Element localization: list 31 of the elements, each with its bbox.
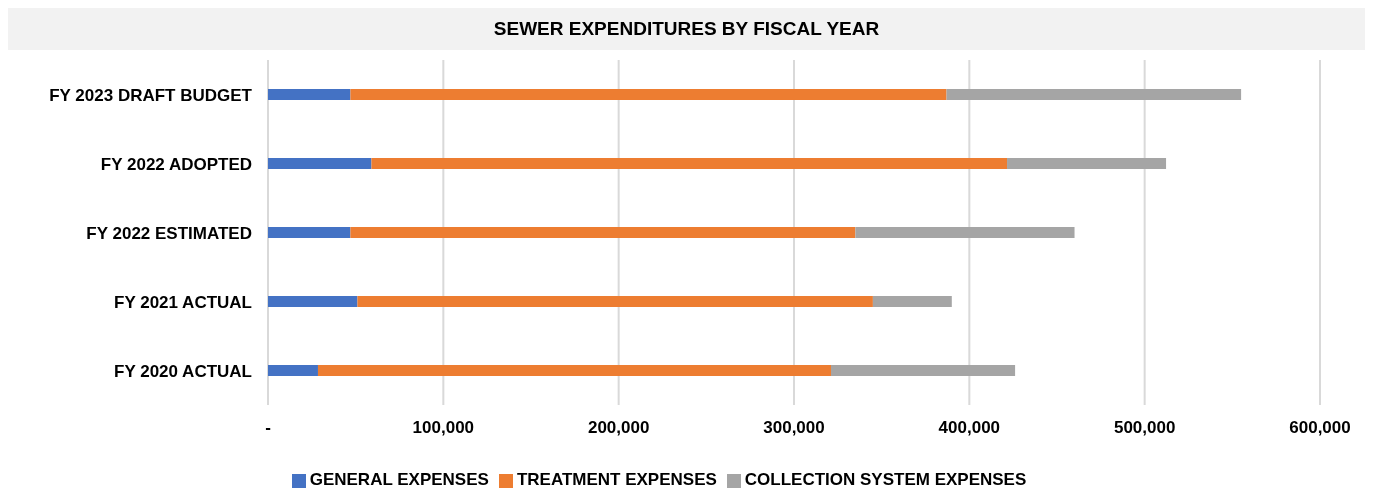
bar xyxy=(268,295,358,307)
bar xyxy=(268,157,372,169)
legend-label: TREATMENT EXPENSES xyxy=(516,470,717,489)
x-tick-label: 600,000 xyxy=(1289,418,1351,438)
bar xyxy=(350,88,947,100)
x-tick-label: 200,000 xyxy=(587,418,650,438)
bar xyxy=(357,295,873,307)
x-tick-label: 400,000 xyxy=(938,418,1001,438)
bar xyxy=(268,364,318,376)
x-tick-label: 100,000 xyxy=(412,418,475,438)
y-tick-label: FY 2023 DRAFT BUDGET xyxy=(49,85,253,105)
legend-label: COLLECTION SYSTEM EXPENSES xyxy=(744,470,1027,489)
y-tick-label: FY 2022 ADOPTED xyxy=(100,154,252,174)
bar xyxy=(831,364,1016,376)
y-tick-label: FY 2020 ACTUAL xyxy=(114,361,252,381)
x-tick-label: 500,000 xyxy=(1113,418,1176,438)
bar xyxy=(1007,157,1167,169)
bar xyxy=(946,88,1242,100)
bar xyxy=(317,364,831,376)
y-tick-label: FY 2022 ESTIMATED xyxy=(86,223,252,243)
bar xyxy=(872,295,952,307)
bar xyxy=(371,157,1008,169)
bar xyxy=(268,226,351,238)
x-tick-label: - xyxy=(265,418,271,438)
bar xyxy=(855,226,1075,238)
bar xyxy=(268,88,351,100)
bar xyxy=(350,226,856,238)
y-tick-label: FY 2021 ACTUAL xyxy=(114,292,252,312)
legend-label: GENERAL EXPENSES xyxy=(309,470,489,489)
x-tick-label: 300,000 xyxy=(763,418,825,438)
chart-title: SEWER EXPENDITURES BY FISCAL YEAR xyxy=(8,8,1365,50)
